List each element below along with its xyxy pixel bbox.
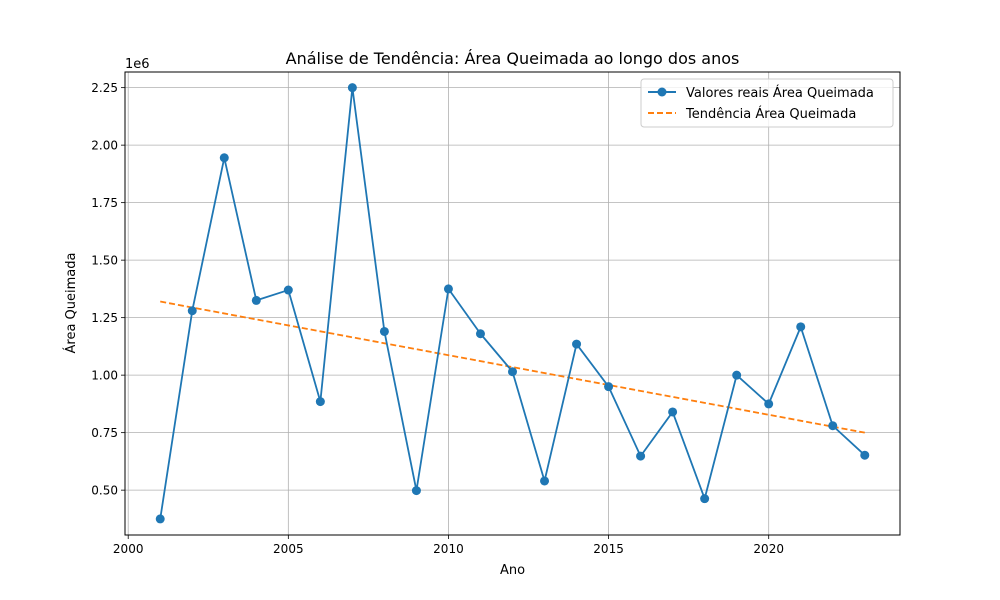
y-tick-label: 1.50 xyxy=(91,254,118,268)
y-tick-label: 0.50 xyxy=(91,484,118,498)
x-axis-label: Ano xyxy=(500,563,525,578)
data-point xyxy=(475,329,485,339)
axis-ticks: 2000 2005 2010 2015 2020 0.50 0.75 1.00 1.25 1.50… xyxy=(91,81,784,556)
y-tick-label: 2.25 xyxy=(91,81,118,95)
data-point xyxy=(860,450,870,460)
trend-line xyxy=(160,300,865,434)
plot-frame xyxy=(124,71,901,536)
grid xyxy=(125,72,900,535)
legend-label-trend: Tendência Área Queimada xyxy=(685,106,856,122)
y-tick-label: 1.00 xyxy=(91,369,118,383)
x-tick-label: 2005 xyxy=(273,542,304,556)
actual-series xyxy=(155,83,870,524)
y-tick-label: 2.00 xyxy=(91,139,118,153)
data-point xyxy=(347,83,357,93)
y-axis-label: Área Queimada xyxy=(63,253,79,354)
chart-title: Análise de Tendência: Área Queimada ao l… xyxy=(286,49,740,68)
y-tick-label: 1.25 xyxy=(91,311,118,325)
y-tick-label: 0.75 xyxy=(91,426,118,440)
x-tick-label: 2015 xyxy=(593,542,624,556)
data-point xyxy=(700,494,710,504)
data-point xyxy=(283,285,293,295)
data-point xyxy=(155,514,165,524)
data-point xyxy=(315,397,325,407)
legend-box xyxy=(640,78,894,128)
x-tick-label: 2020 xyxy=(753,542,784,556)
data-point xyxy=(668,407,678,417)
legend-label-actual: Valores reais Área Queimada xyxy=(686,85,874,101)
y-tick-label: 1.75 xyxy=(91,196,118,210)
y-axis-offset-label: 1e6 xyxy=(125,57,150,72)
legend: Valores reais Área Queimada Tendência Ár… xyxy=(640,78,894,128)
data-point xyxy=(508,367,517,377)
data-point xyxy=(604,382,614,392)
x-tick-label: 2000 xyxy=(113,542,144,556)
data-point xyxy=(796,322,806,332)
data-point xyxy=(379,326,389,336)
x-tick-label: 2010 xyxy=(433,542,464,556)
data-point xyxy=(572,339,582,349)
trend-series xyxy=(160,300,865,434)
data-point xyxy=(828,421,838,431)
data-point xyxy=(251,295,261,305)
data-point xyxy=(219,153,229,163)
data-point xyxy=(187,306,197,316)
data-point xyxy=(764,399,774,409)
data-point xyxy=(411,486,421,496)
legend-marker-actual xyxy=(657,87,667,97)
data-point xyxy=(540,476,550,486)
data-point xyxy=(636,451,646,461)
data-point xyxy=(732,370,742,380)
data-point xyxy=(443,284,453,294)
